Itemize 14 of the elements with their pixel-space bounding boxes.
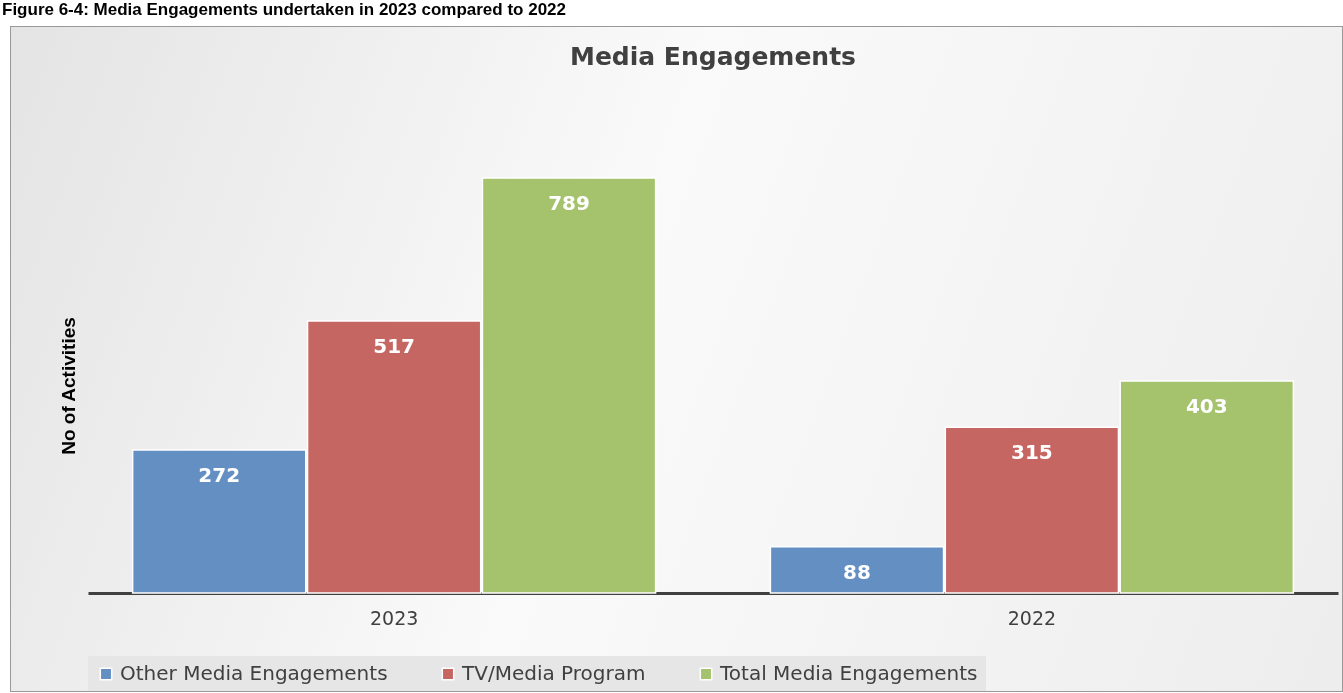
legend-label: TV/Media Program (461, 661, 646, 685)
legend-label: Total Media Engagements (719, 661, 978, 685)
legend-label: Other Media Engagements (120, 661, 388, 685)
x-tick-label: 2023 (369, 606, 419, 629)
data-label: 517 (373, 334, 415, 359)
x-tick-label: 2022 (1007, 606, 1057, 629)
chart-title: Media Engagements (570, 42, 856, 72)
data-label: 88 (843, 559, 871, 584)
data-label: 272 (198, 462, 241, 487)
data-label: 403 (1185, 394, 1228, 419)
data-label: 315 (1011, 440, 1053, 465)
caption: Figure 6-4: Media Engagements undertaken in 2023 compared to 2022 (2, 0, 567, 20)
data-label: 789 (548, 191, 590, 215)
y-axis-title: No of Activities (57, 317, 79, 455)
